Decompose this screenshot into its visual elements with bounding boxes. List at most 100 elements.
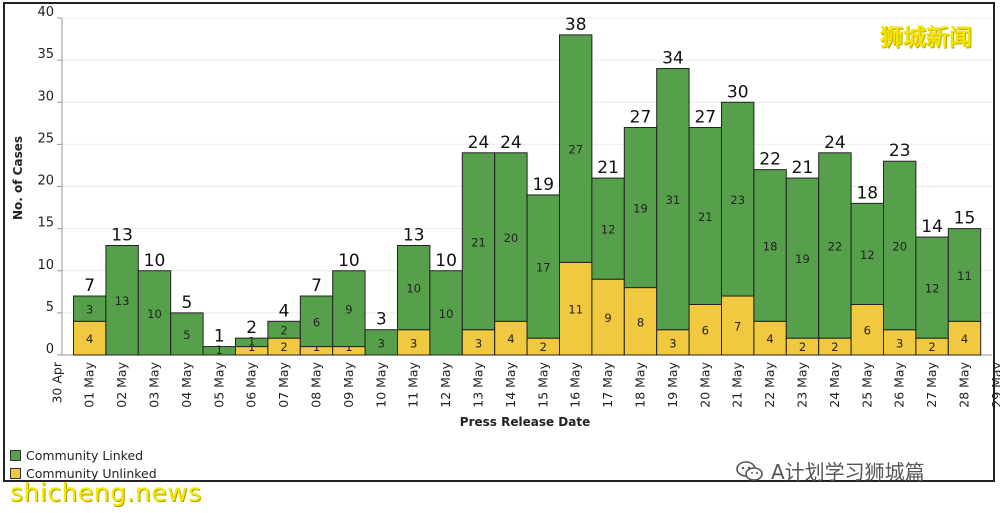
y-tick-label: 35 xyxy=(37,47,54,62)
bar-total-label: 10 xyxy=(435,251,457,271)
bar-total-label: 3 xyxy=(376,310,387,330)
x-tick-label: 18 May xyxy=(633,361,648,407)
x-tick-label: 05 May xyxy=(211,361,226,407)
bar-label-unlinked: 3 xyxy=(475,336,482,350)
bar-linked xyxy=(526,194,560,339)
bar-linked xyxy=(915,236,949,339)
y-tick-label: 15 xyxy=(37,216,54,231)
bar-label-linked: 22 xyxy=(828,239,843,253)
bar-label-linked: 18 xyxy=(763,239,778,253)
watermark-wechat-text: A计划学习狮城篇 xyxy=(771,460,925,484)
bar-total-label: 10 xyxy=(338,251,360,271)
y-tick-label: 5 xyxy=(46,300,54,315)
bar-label-unlinked: 11 xyxy=(568,303,583,317)
bar-label-linked: 11 xyxy=(957,269,972,283)
bar-label-linked: 19 xyxy=(633,202,648,216)
bar-total-label: 21 xyxy=(597,158,619,178)
bar-label-unlinked: 3 xyxy=(896,336,903,350)
x-tick-label: 24 May xyxy=(827,361,842,407)
bar-linked xyxy=(332,270,366,348)
bar-total-label: 7 xyxy=(84,276,95,296)
bar-linked xyxy=(299,295,334,348)
bar-total-label: 13 xyxy=(111,225,133,245)
y-tick-label: 10 xyxy=(37,258,54,273)
bar-total-label: 27 xyxy=(630,108,652,128)
x-tick-label: 19 May xyxy=(665,361,680,407)
x-tick-label: 14 May xyxy=(503,361,518,407)
bar-label-linked: 1 xyxy=(216,343,223,357)
x-tick-label: 06 May xyxy=(244,361,259,407)
legend-swatch-unlinked xyxy=(10,467,21,479)
bar-label-linked: 21 xyxy=(698,210,713,224)
bar-unlinked xyxy=(559,261,593,356)
bar-total-label: 30 xyxy=(727,82,749,102)
bar-label-unlinked: 2 xyxy=(928,340,935,354)
legend-label-unlinked: Community Unlinked xyxy=(26,465,157,481)
bar-label-linked: 9 xyxy=(345,303,352,317)
x-tick-label: 12 May xyxy=(438,361,453,407)
bar-label-unlinked: 3 xyxy=(669,336,676,350)
bar-unlinked xyxy=(947,320,982,356)
bar-total-label: 15 xyxy=(954,209,976,229)
bar-label-unlinked: 2 xyxy=(540,340,547,354)
bar-label-linked: 3 xyxy=(86,303,93,317)
bar-total-label: 22 xyxy=(759,150,781,170)
x-tick-label: 03 May xyxy=(147,361,162,407)
bar-linked xyxy=(73,295,107,322)
legend-swatch-linked xyxy=(10,449,21,461)
bar-label-linked: 19 xyxy=(795,252,810,266)
x-tick-label: 28 May xyxy=(957,361,972,407)
x-tick-label: 27 May xyxy=(924,361,939,407)
bar-total-label: 24 xyxy=(824,133,846,153)
legend-item-unlinked[interactable]: Community Unlinked xyxy=(10,464,157,482)
x-tick-label: 11 May xyxy=(406,361,421,407)
bar-label-unlinked: 4 xyxy=(507,332,514,346)
bar-label-linked: 12 xyxy=(860,248,875,262)
bar-total-label: 13 xyxy=(403,225,425,245)
bar-label-unlinked: 2 xyxy=(799,340,806,354)
bar-label-unlinked: 9 xyxy=(604,311,611,325)
bar-label-linked: 3 xyxy=(378,336,385,350)
chart-frame xyxy=(3,2,995,482)
bar-label-unlinked: 7 xyxy=(734,320,741,334)
bar-label-linked: 27 xyxy=(568,143,583,157)
bar-linked xyxy=(753,169,787,322)
x-tick-label: 09 May xyxy=(341,361,356,407)
bar-label-linked: 23 xyxy=(730,193,745,207)
x-tick-label: 02 May xyxy=(114,361,129,407)
x-tick-label: 26 May xyxy=(892,361,907,407)
x-tick-label: 04 May xyxy=(179,361,194,407)
bar-label-linked: 20 xyxy=(892,239,907,253)
x-tick-label: 30 Apr xyxy=(49,361,64,403)
bar-total-label: 18 xyxy=(856,183,878,203)
bar-total-label: 1 xyxy=(214,327,225,347)
bar-linked xyxy=(656,68,690,331)
bar-linked xyxy=(170,312,204,356)
bar-total-label: 14 xyxy=(921,217,943,237)
bar-label-linked: 31 xyxy=(666,193,681,207)
x-tick-label: 16 May xyxy=(568,361,583,407)
bar-linked xyxy=(397,244,431,331)
bar-label-unlinked: 2 xyxy=(280,340,287,354)
bar-label-linked: 17 xyxy=(536,261,551,275)
bar-label-linked: 10 xyxy=(147,307,162,321)
bar-total-label: 24 xyxy=(468,133,490,153)
bar-linked xyxy=(137,270,172,356)
y-tick-label: 0 xyxy=(46,342,54,357)
bar-linked xyxy=(559,34,593,263)
bar-linked xyxy=(818,152,852,339)
bar-linked xyxy=(429,270,463,356)
bar-linked xyxy=(883,160,917,331)
y-tick-label: 25 xyxy=(37,131,54,146)
bar-label-unlinked: 4 xyxy=(961,332,968,346)
bar-unlinked xyxy=(883,329,917,356)
bar-label-unlinked: 4 xyxy=(766,332,773,346)
bar-label-linked: 10 xyxy=(406,282,421,296)
bar-label-unlinked: 6 xyxy=(864,324,871,338)
bar-label-unlinked: 4 xyxy=(86,332,93,346)
legend-item-linked[interactable]: Community Linked xyxy=(10,446,157,464)
bar-label-linked: 12 xyxy=(601,223,616,237)
x-tick-label: 13 May xyxy=(471,361,486,407)
bar-linked xyxy=(688,127,722,305)
